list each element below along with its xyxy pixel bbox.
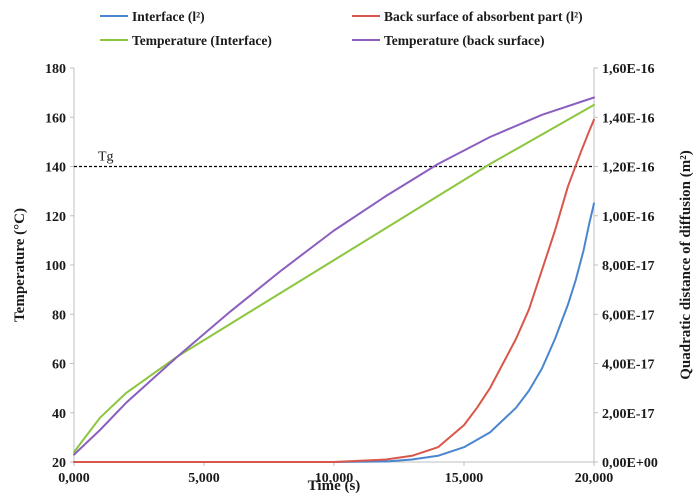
y-left-tick-label: 40 <box>52 407 66 422</box>
legend-item-interface: Interface (l²) <box>100 9 205 24</box>
x-tick-label: 20,000 <box>575 471 614 486</box>
x-axis-title: Time (s) <box>308 478 361 494</box>
legend-item-temperature-back-surface: Temperature (back surface) <box>352 33 544 48</box>
y-left-tick-label: 80 <box>52 308 66 323</box>
y-right-tick-label: 4,00E-17 <box>602 358 655 373</box>
y-right-tick-label: 6,00E-17 <box>602 308 655 323</box>
y-right-tick-label: 1,00E-16 <box>602 210 655 225</box>
axes <box>73 68 595 463</box>
legend-label-back-surface: Back surface of absorbent part (l²) <box>384 9 583 24</box>
x-tick-label: 0,000 <box>58 471 90 486</box>
y-left-tick-label: 180 <box>45 62 66 77</box>
y-right-tick-label: 1,60E-16 <box>602 62 655 77</box>
y-left-tick-label: 160 <box>45 111 66 126</box>
series-line-interface-l <box>73 202 595 463</box>
y-left-tick-label: 20 <box>52 456 66 471</box>
series-line-back-surface-of-absorbent-part-l <box>73 118 595 463</box>
legend-label-temperature-back-surface: Temperature (back surface) <box>384 33 544 48</box>
y-right-tick-labels: 0,00E+00 2,00E-17 4,00E-17 6,00E-17 8,00E-17… <box>594 62 658 471</box>
y-right-tick-label: 2,00E-17 <box>602 407 655 422</box>
y-left-tick-labels: 20 40 60 80 100 120 140 160 180 <box>45 62 74 471</box>
x-tick-label: 15,000 <box>445 471 484 486</box>
y-right-tick-label: 8,00E-17 <box>602 259 655 274</box>
tg-reference: Tg <box>74 150 594 168</box>
legend-label-temperature-interface: Temperature (Interface) <box>132 33 272 48</box>
legend: Interface (l²) Back surface of absorbent… <box>100 9 583 48</box>
y-left-tick-label: 140 <box>45 161 66 176</box>
legend-item-back-surface: Back surface of absorbent part (l²) <box>352 9 583 24</box>
tg-label: Tg <box>98 150 114 165</box>
y-right-tick-label: 0,00E+00 <box>602 456 658 471</box>
series-line-temperature-back-surface <box>73 96 595 456</box>
legend-label-interface: Interface (l²) <box>132 9 205 24</box>
legend-item-temperature-interface: Temperature (Interface) <box>100 33 272 48</box>
x-tick-label: 5,000 <box>188 471 220 486</box>
y-left-tick-label: 60 <box>52 358 66 373</box>
y-axis-right-title: Quadratic distance of diffusion (m²) <box>678 150 694 380</box>
y-left-tick-label: 100 <box>45 259 66 274</box>
x-tick-label: 10,000 <box>315 471 354 486</box>
y-right-tick-label: 1,20E-16 <box>602 161 655 176</box>
series <box>73 96 595 463</box>
y-right-tick-label: 1,40E-16 <box>602 111 655 126</box>
y-left-tick-label: 120 <box>45 210 66 225</box>
y-axis-left-title: Temperature (°C) <box>12 208 28 322</box>
series-line-temperature-interface <box>73 103 595 454</box>
